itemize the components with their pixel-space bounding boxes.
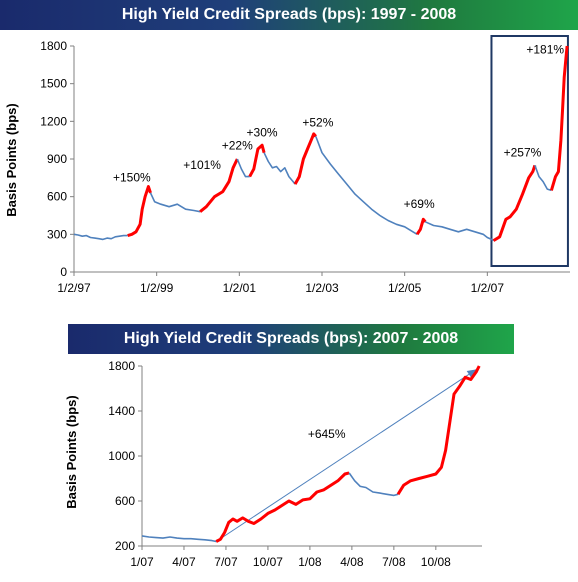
- y-tick-label: 1400: [108, 404, 135, 418]
- y-tick-label: 200: [115, 539, 135, 553]
- annotation-label: +52%: [302, 115, 333, 129]
- series-segment: [315, 136, 418, 235]
- x-tick-label: 1/2/97: [57, 281, 91, 295]
- series-rally-segment: [549, 45, 569, 191]
- x-tick-label: 1/2/01: [223, 281, 257, 295]
- series-segment: [141, 535, 217, 543]
- y-tick-label: 1800: [108, 359, 135, 373]
- x-tick-label: 7/08: [382, 555, 406, 569]
- annotation-label: +257%: [504, 145, 542, 159]
- annotation-label: +645%: [308, 427, 346, 441]
- trend-arrow-head: [466, 369, 477, 378]
- series-rally-segment: [199, 158, 239, 213]
- x-tick-label: 1/2/03: [305, 281, 339, 295]
- trend-arrow-line: [215, 368, 477, 542]
- series-segment: [149, 192, 201, 213]
- series-rally-segment: [127, 185, 152, 238]
- x-tick-label: 4/07: [172, 555, 196, 569]
- series-rally-segment: [293, 132, 317, 185]
- annotation-label: +101%: [183, 158, 221, 172]
- series-segment: [73, 233, 128, 241]
- x-tick-label: 7/07: [214, 555, 238, 569]
- highlight-box: [490, 35, 569, 267]
- series-rally-segment: [415, 217, 427, 236]
- y-tick-label: 1000: [108, 449, 135, 463]
- x-tick-label: 1/2/07: [471, 281, 505, 295]
- series-segment: [236, 158, 250, 178]
- y-tick-label: 600: [47, 190, 67, 204]
- y-tick-label: 1200: [40, 114, 67, 128]
- annotation-label: +30%: [247, 125, 278, 139]
- annotation-label: +150%: [113, 171, 151, 185]
- series-rally-segment: [248, 143, 266, 178]
- series-segment: [348, 472, 399, 497]
- annotation-label: +181%: [526, 43, 564, 57]
- y-tick-label: 900: [47, 152, 67, 166]
- series-segment: [263, 152, 296, 185]
- chart-title-1: High Yield Credit Spreads (bps): 1997 - …: [0, 0, 578, 30]
- y-tick-label: 600: [115, 494, 135, 508]
- x-tick-label: 1/2/05: [388, 281, 422, 295]
- x-tick-label: 4/08: [340, 555, 364, 569]
- y-tick-label: 0: [60, 265, 67, 279]
- x-tick-label: 10/07: [253, 555, 283, 569]
- chart-2-plot: 200 600 1000 1400 1800 1/07 4/07 7/07 10/07 1/08 4…: [64, 359, 482, 569]
- annotation-label: +69%: [404, 197, 435, 211]
- series-segment: [534, 165, 552, 192]
- chart-1-plot: 0 300 600 900 1200 1500 1800 1/2/97 1/2/99 1/2/01…: [4, 35, 570, 295]
- x-tick-label: 1/08: [298, 555, 322, 569]
- y-tick-label: 1500: [40, 77, 67, 91]
- annotation-label: +22%: [222, 139, 253, 153]
- y-tick-label: 300: [47, 227, 67, 241]
- x-tick-label: 1/2/99: [140, 281, 174, 295]
- series-rally-segment: [396, 365, 481, 496]
- x-tick-label: 10/08: [421, 555, 451, 569]
- y-axis-label: Basis Points (bps): [64, 395, 79, 508]
- y-tick-label: 1800: [40, 39, 67, 53]
- x-tick-label: 1/07: [130, 555, 154, 569]
- series-segment: [424, 221, 494, 242]
- series-rally-segment: [215, 471, 350, 543]
- chart-title-2: High Yield Credit Spreads (bps): 2007 - …: [68, 324, 514, 354]
- y-axis-label: Basis Points (bps): [4, 103, 19, 216]
- series-rally-segment: [492, 164, 537, 242]
